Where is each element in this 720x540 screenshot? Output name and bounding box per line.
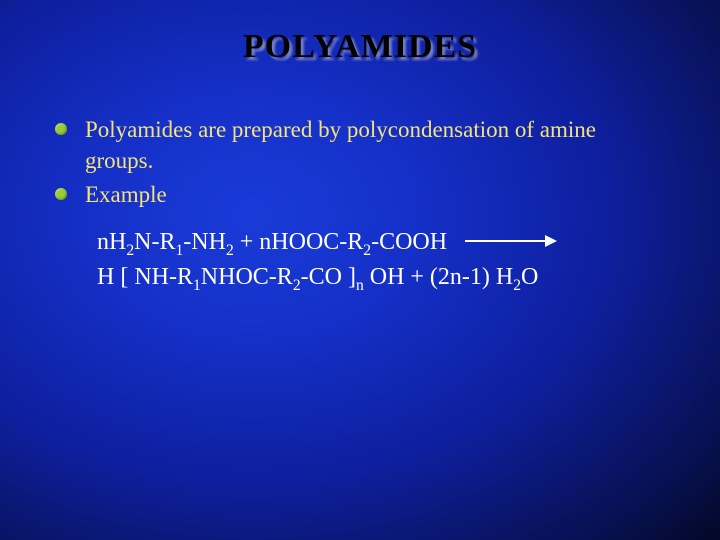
bullet-item: Polyamides are prepared by polycondensat… bbox=[55, 114, 670, 176]
eq-frag: nH bbox=[97, 229, 126, 255]
equation-line-2: H [ NH-R1NHOC-R2-CO ]n OH + (2n-1) H2O bbox=[97, 260, 670, 295]
bullet-text: Polyamides are prepared by polycondensat… bbox=[85, 114, 670, 176]
eq-frag: N-R bbox=[134, 229, 175, 255]
eq-sub: 1 bbox=[193, 277, 201, 294]
slide-body: Polyamides are prepared by polycondensat… bbox=[0, 66, 720, 295]
eq-sub: n bbox=[356, 277, 364, 294]
eq-sub: 2 bbox=[126, 242, 134, 259]
slide-title: POLYAMIDES bbox=[0, 0, 720, 66]
eq-frag: nHOOC-R bbox=[259, 229, 363, 255]
equation-block: nH2N-R1-NH2 + nHOOC-R2-COOH H [ NH-R1NHO… bbox=[55, 213, 670, 295]
eq-frag: H [ NH-R bbox=[97, 264, 193, 290]
eq-frag: -CO ] bbox=[301, 264, 356, 290]
bullet-icon bbox=[55, 123, 67, 135]
arrow-icon bbox=[465, 240, 555, 242]
eq-sub: 2 bbox=[226, 242, 234, 259]
eq-frag: O bbox=[521, 264, 538, 290]
eq-sub: 2 bbox=[363, 242, 371, 259]
bullet-item: Example bbox=[55, 179, 670, 210]
bullet-icon bbox=[55, 188, 67, 200]
eq-plus: + bbox=[234, 229, 260, 255]
eq-frag: -NH bbox=[183, 229, 226, 255]
equation-line-1: nH2N-R1-NH2 + nHOOC-R2-COOH bbox=[97, 225, 670, 260]
eq-frag: -COOH bbox=[371, 229, 447, 255]
bullet-text: Example bbox=[85, 179, 670, 210]
eq-sub: 2 bbox=[293, 277, 301, 294]
eq-sub: 2 bbox=[513, 277, 521, 294]
slide: POLYAMIDES Polyamides are prepared by po… bbox=[0, 0, 720, 540]
eq-frag: NHOC-R bbox=[201, 264, 293, 290]
eq-frag: OH + (2n-1) H bbox=[364, 264, 514, 290]
